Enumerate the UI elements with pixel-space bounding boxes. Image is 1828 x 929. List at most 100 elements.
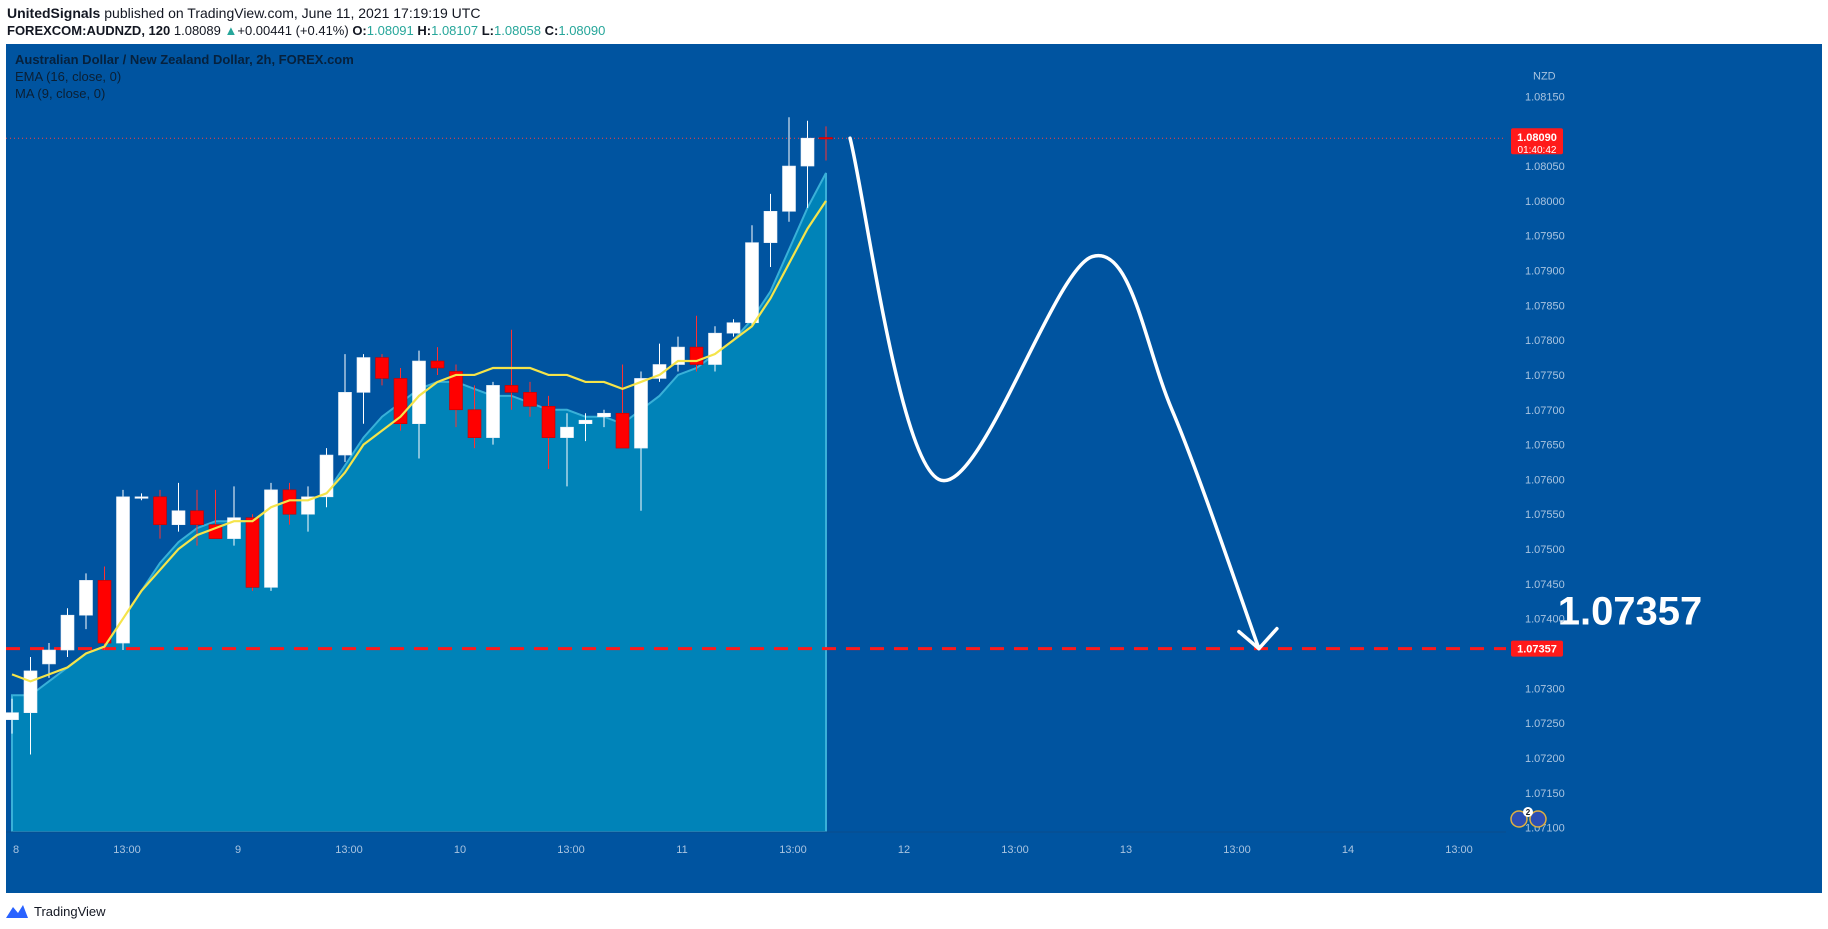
tradingview-brand[interactable]: TradingView <box>34 903 106 919</box>
flag-event-icon[interactable] <box>1529 810 1547 828</box>
x-axis-tick-label: 13:00 <box>779 844 807 856</box>
candle[interactable] <box>578 413 593 442</box>
candle-body <box>42 649 56 665</box>
candle-body <box>430 360 445 369</box>
y-axis-tick-label: 1.07500 <box>1525 544 1565 556</box>
candle[interactable] <box>800 120 815 208</box>
y-axis-tick-label: 1.07300 <box>1525 683 1565 695</box>
candle-body <box>6 712 19 720</box>
candle[interactable] <box>560 413 574 487</box>
candle[interactable] <box>171 482 186 532</box>
event-count: 2 <box>1526 808 1531 817</box>
candle-body <box>79 580 93 616</box>
y-axis-tick-label: 1.07850 <box>1525 300 1565 312</box>
candle-body <box>652 364 667 379</box>
tradingview-logo-icon[interactable] <box>6 904 28 918</box>
candle[interactable] <box>356 354 371 424</box>
candle-body <box>615 412 630 449</box>
candle[interactable] <box>467 385 482 449</box>
candle-body <box>578 419 593 424</box>
close-label: C: <box>544 23 559 38</box>
chart-area[interactable]: 1.07357 1.08150 1.08050 1.08000 1.07950 1.07… <box>6 44 1822 893</box>
candle-body <box>97 580 112 644</box>
candle[interactable] <box>338 354 352 462</box>
x-axis-tick-label: 13:00 <box>1001 844 1029 856</box>
candle[interactable] <box>134 493 149 501</box>
x-axis-tick-label: 14 <box>1342 844 1354 856</box>
candle[interactable] <box>541 395 556 469</box>
candle-body <box>134 496 149 499</box>
candle[interactable] <box>819 126 833 161</box>
high-label: H: <box>417 23 432 38</box>
candle[interactable] <box>42 643 56 678</box>
candle[interactable] <box>60 608 75 657</box>
candle-body <box>782 165 796 212</box>
target-axis-value: 1.07357 <box>1517 644 1557 656</box>
candle-body <box>449 371 463 411</box>
candle[interactable] <box>319 448 334 508</box>
legend-ema[interactable]: EMA (16, close, 0) <box>15 69 122 84</box>
author-name[interactable]: UnitedSignals <box>7 5 101 21</box>
target-price-badge[interactable] <box>1511 640 1563 657</box>
candle[interactable] <box>245 514 260 591</box>
price-change: +0.00441 (+0.41%) <box>237 23 349 38</box>
candle-body <box>356 357 371 393</box>
candle[interactable] <box>375 354 389 386</box>
y-axis-tick-label: 1.07200 <box>1525 753 1565 765</box>
candle[interactable] <box>708 326 722 372</box>
candle[interactable] <box>763 193 778 268</box>
last-price: 1.08089 <box>173 23 221 38</box>
candle-body <box>23 670 38 713</box>
candle[interactable] <box>486 381 500 445</box>
y-axis-tick-label: 1.07800 <box>1525 335 1565 347</box>
candle-body <box>171 510 186 525</box>
ohlc-row: FOREXCOM:AUDNZD, 120 1.08089 ▲+0.00441 (… <box>7 23 605 38</box>
time-axis[interactable] <box>6 832 1822 893</box>
flag-event-icon[interactable] <box>1510 810 1528 828</box>
candle-body <box>264 489 278 588</box>
candle[interactable] <box>634 371 648 511</box>
candle[interactable] <box>6 698 19 734</box>
bar-countdown: 01:40:42 <box>1518 145 1557 156</box>
candle-body <box>467 409 482 438</box>
footer: TradingView <box>6 900 106 922</box>
current-price-badge[interactable] <box>1511 128 1563 155</box>
candle[interactable] <box>523 381 537 417</box>
candle[interactable] <box>153 489 167 539</box>
projection-curve[interactable] <box>848 136 1261 651</box>
y-axis-tick-label: 1.07150 <box>1525 788 1565 800</box>
candle[interactable] <box>504 329 519 410</box>
published-text: published on TradingView.com, June 11, 2… <box>104 5 481 21</box>
open-label: O: <box>352 23 367 38</box>
x-axis-tick-label: 13:00 <box>1223 844 1251 856</box>
candle[interactable] <box>264 482 278 591</box>
candle[interactable] <box>597 409 611 428</box>
low-label: L: <box>481 23 495 38</box>
current-price-value: 1.08090 <box>1517 132 1557 144</box>
candle[interactable] <box>745 225 759 327</box>
candle[interactable] <box>782 117 796 222</box>
candle[interactable] <box>430 347 445 375</box>
candle-body <box>60 614 75 651</box>
candle-body <box>116 496 130 644</box>
candle[interactable] <box>23 656 38 755</box>
y-axis-tick-label: 1.07600 <box>1525 474 1565 486</box>
x-axis-tick-label: 13:00 <box>557 844 585 856</box>
y-axis-tick-label: 1.07400 <box>1525 614 1565 626</box>
legend-ma[interactable]: MA (9, close, 0) <box>15 86 106 101</box>
candle[interactable] <box>412 350 426 459</box>
candle[interactable] <box>726 319 741 337</box>
candle[interactable] <box>615 364 630 449</box>
candle-body <box>375 357 389 379</box>
candle[interactable] <box>97 566 112 651</box>
candle-body <box>190 510 204 525</box>
candle[interactable] <box>79 573 93 630</box>
ema-16-line[interactable] <box>11 200 827 683</box>
candle[interactable] <box>116 489 130 651</box>
event-flags[interactable]: 2 <box>1510 807 1547 828</box>
y-axis-tick-label: 1.07750 <box>1525 370 1565 382</box>
price-chart[interactable]: 1.07357 1.08150 1.08050 1.08000 1.07950 1.07… <box>6 44 1822 893</box>
candle-body <box>726 322 741 334</box>
candle-body <box>541 405 556 438</box>
y-axis-tick-label: 1.07700 <box>1525 405 1565 417</box>
